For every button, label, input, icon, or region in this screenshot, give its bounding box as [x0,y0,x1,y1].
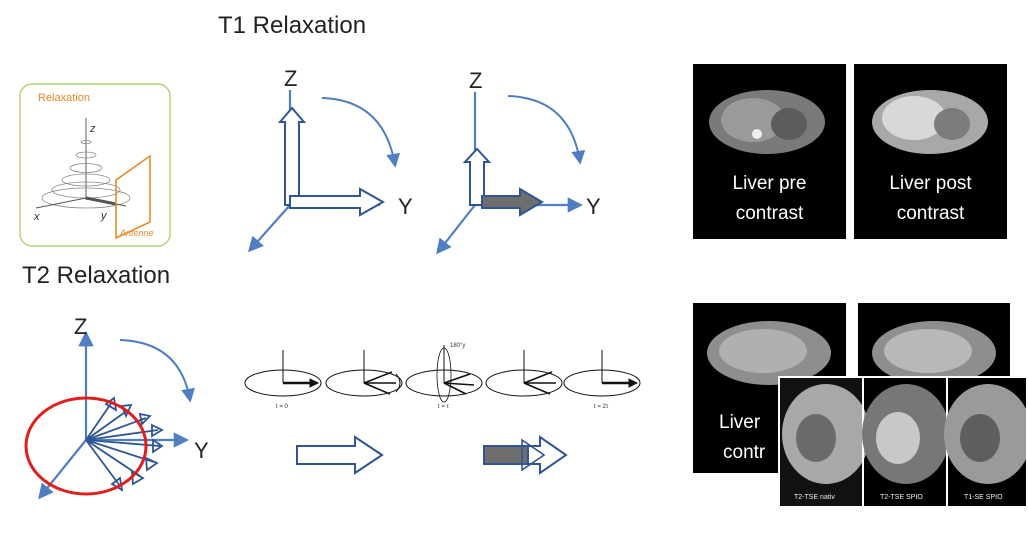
axis-y-label: Y [586,194,601,219]
overlay-label-1: T2-TSE nativ [794,494,835,501]
relaxation-inset: Relaxation z x y Antenne [19,83,171,247]
mri-overlay-strip: T2-TSE nativ T2-TSE SPIO T1-SE SPIO [778,376,1028,508]
spin-echo-strip [244,345,641,403]
svg-text:x: x [33,211,40,223]
strip-label-deg: 180°y [450,343,465,349]
axis-y-label: Y [398,194,413,219]
hollow-wide-arrow [296,435,384,475]
overlay-label-2: T2-TSE SPIO [880,494,923,501]
mri-liver-pre: Liver pre contrast [693,64,846,239]
inset-relaxation-label: Relaxation [38,92,90,104]
mri-liver-bottom-right [858,303,1010,383]
axis-z-label: Z [74,314,87,339]
strip-label-ttau: t = τ [438,404,450,410]
svg-text:z: z [89,123,96,135]
strip-label-t0: t = 0 [276,404,289,410]
t2-axes: Z Y [24,314,209,500]
fanned-vectors [85,396,164,492]
mri-liver-post: Liver post contrast [854,64,1007,239]
t1-axes-1: Z Y [247,66,413,253]
t1-title: T1 Relaxation [218,12,367,39]
t1-axes-2: Z Y [436,68,601,255]
svg-text:y: y [100,210,108,222]
t2-title: T2 Relaxation [22,262,171,289]
axis-z-label: Z [469,68,482,93]
svg-text:Antenne: Antenne [119,228,154,238]
mixed-wide-arrow [483,435,568,475]
axis-z-label: Z [284,66,297,91]
axis-y-label: Y [194,438,209,463]
strip-label-t2tau: t = 2τ [594,404,609,410]
overlay-label-3: T1-SE SPIO [964,494,1003,501]
